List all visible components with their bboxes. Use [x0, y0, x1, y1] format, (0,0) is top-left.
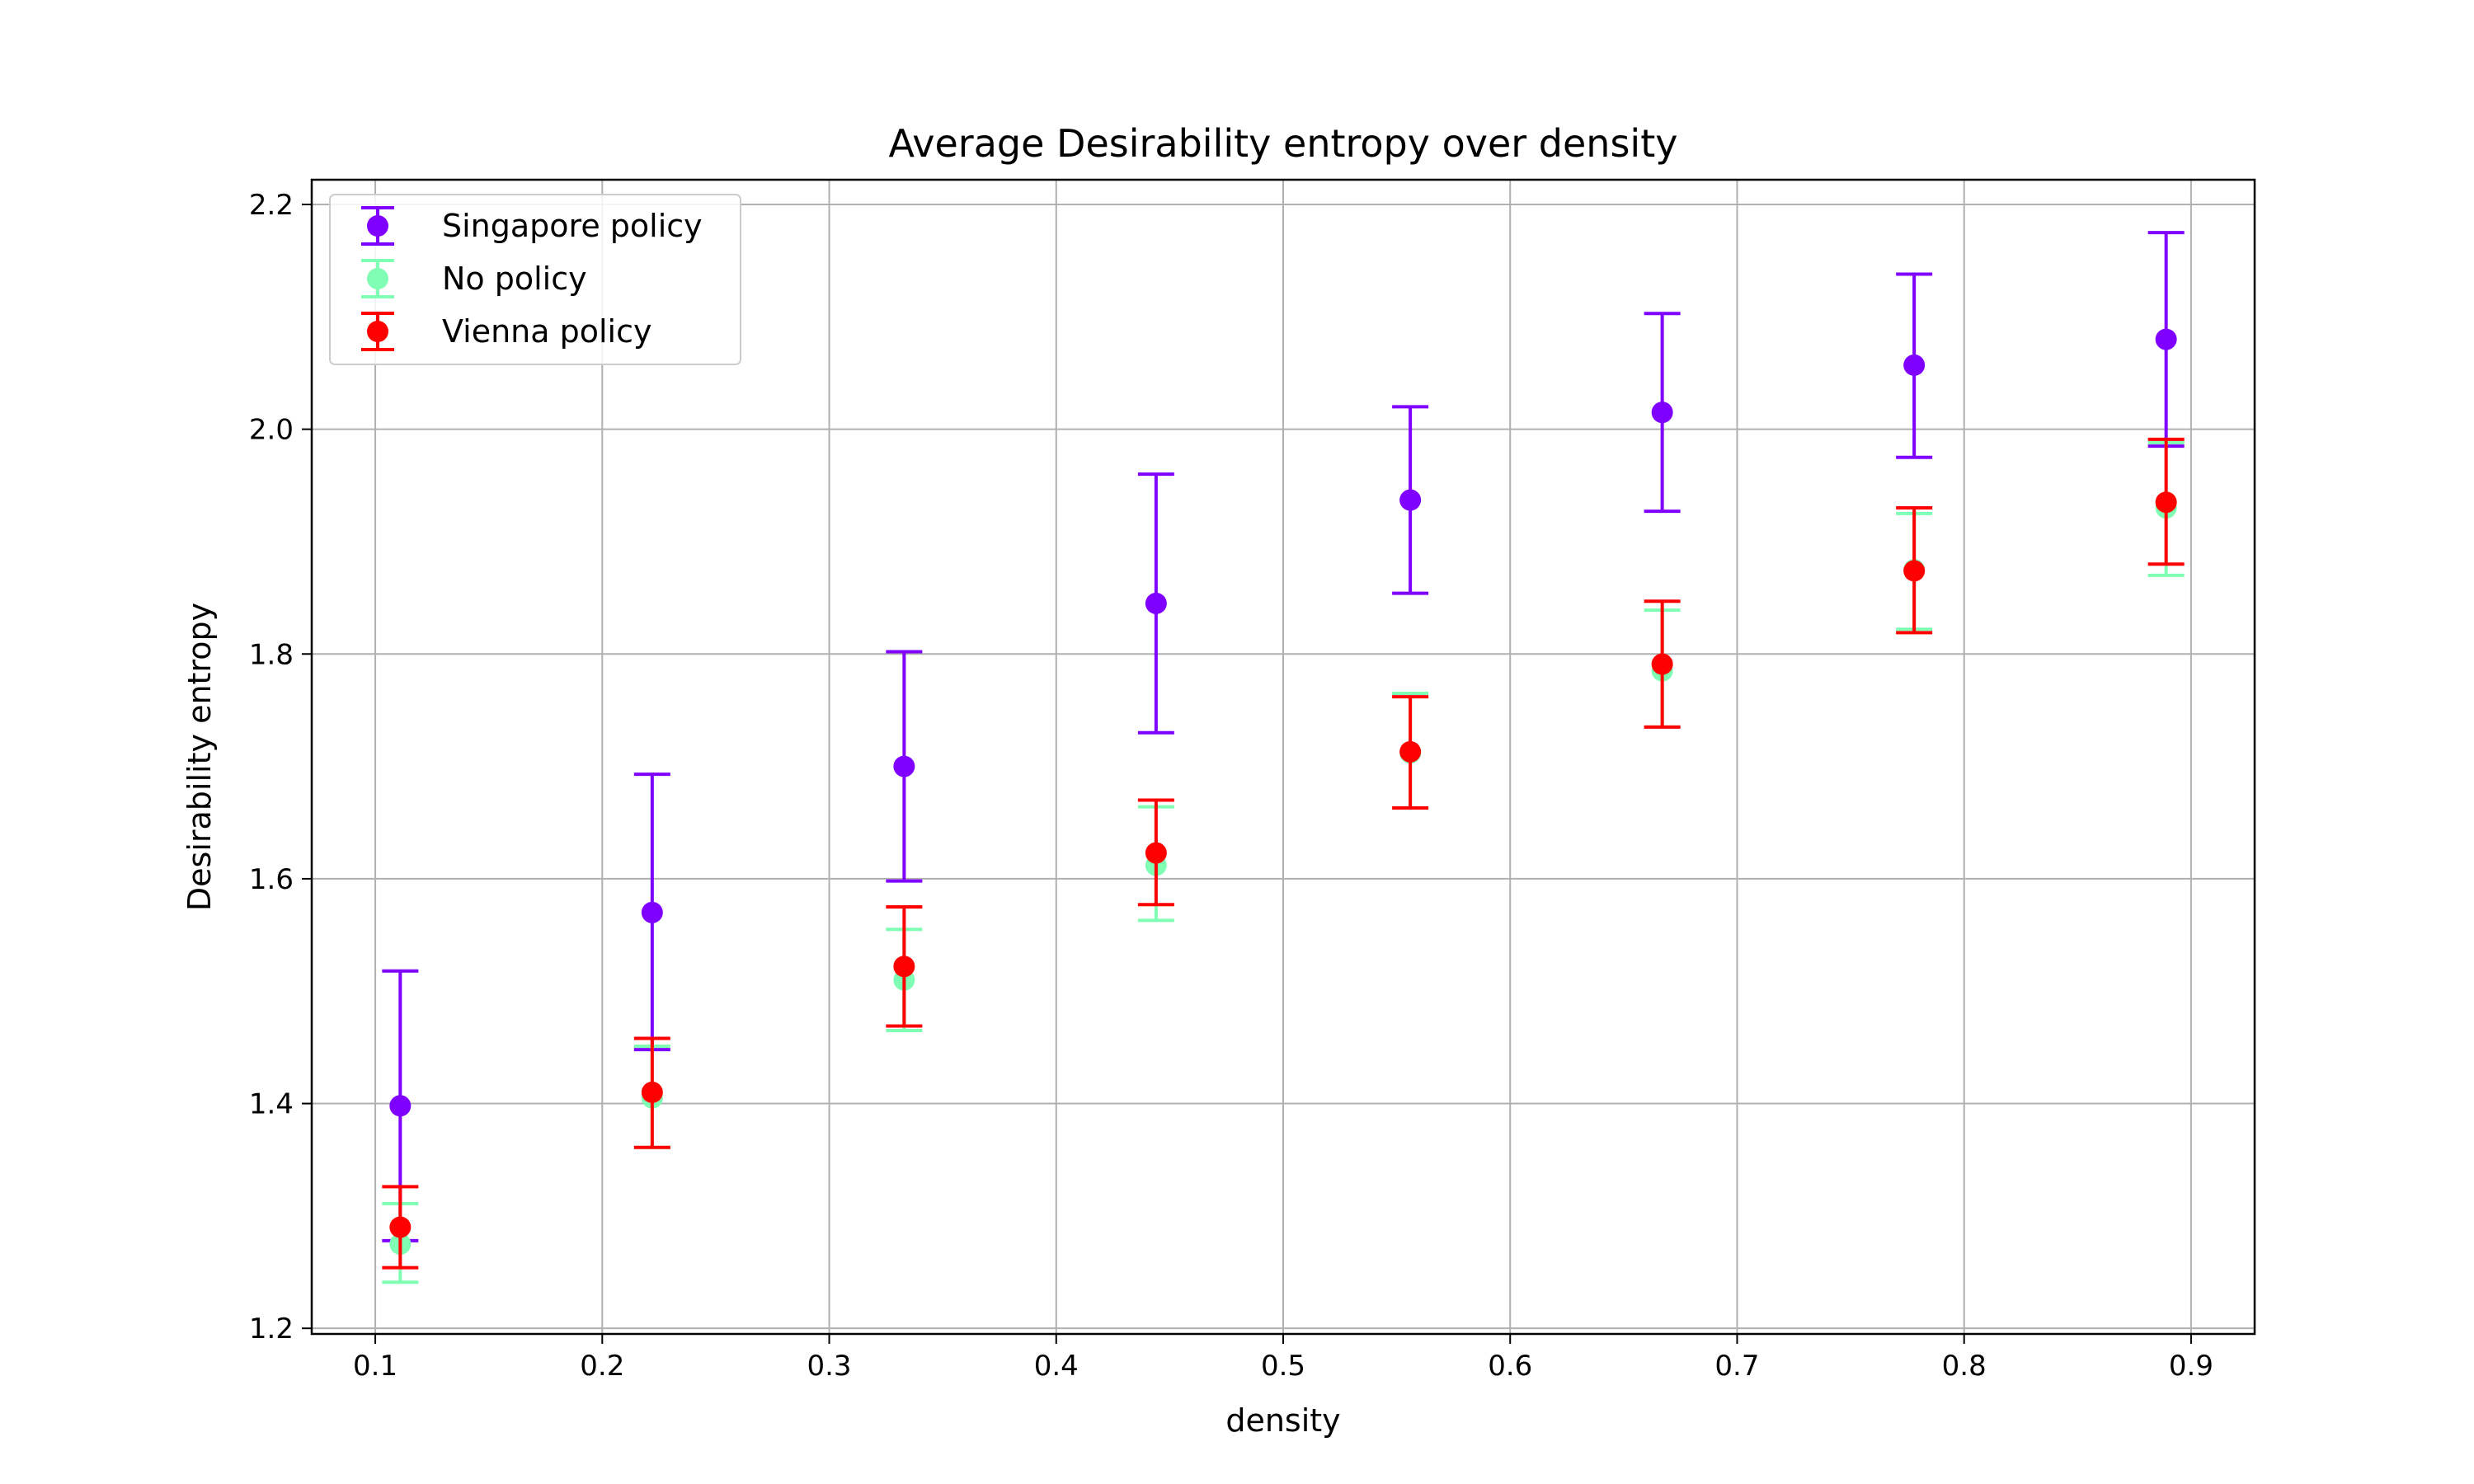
- data-point: [893, 755, 915, 777]
- legend-box: [329, 194, 741, 365]
- x-tick-label: 0.7: [1714, 1350, 1759, 1383]
- y-tick-label: 2.2: [249, 189, 294, 222]
- data-point: [641, 1081, 663, 1103]
- series-layer: [382, 231, 2185, 1284]
- y-tick-label: 2.0: [249, 414, 294, 447]
- data-point: [389, 1216, 412, 1238]
- y-tick-label: 1.4: [249, 1088, 294, 1121]
- data-point: [2155, 328, 2177, 350]
- legend-label: Vienna policy: [442, 313, 652, 350]
- data-point: [1145, 592, 1167, 614]
- y-tick-label: 1.8: [249, 638, 294, 671]
- x-tick-label: 0.1: [353, 1350, 397, 1383]
- x-tick-label: 0.6: [1488, 1350, 1532, 1383]
- legend-marker-dot: [367, 321, 388, 342]
- data-point: [893, 956, 915, 978]
- data-point: [1651, 653, 1673, 675]
- ticks: 0.1 0.2 0.3 0.4 0.5 0.6 0.7 0.8 0.9 1.2 1.4 1.6 1.8 2…: [249, 189, 2213, 1383]
- legend-label: No policy: [442, 261, 587, 297]
- data-point: [1903, 560, 1926, 582]
- x-axis-title: density: [1225, 1402, 1340, 1439]
- data-point: [1651, 402, 1673, 424]
- data-point: [389, 1095, 412, 1117]
- data-point: [1399, 489, 1422, 511]
- data-point: [1145, 842, 1167, 864]
- series-vienna-policy: [382, 437, 2185, 1270]
- data-point: [641, 901, 663, 923]
- legend: Singapore policy No policy Vienna policy: [329, 194, 741, 365]
- data-point: [1399, 740, 1422, 763]
- legend-label: Singapore policy: [442, 208, 703, 244]
- x-tick-label: 0.3: [807, 1350, 851, 1383]
- x-tick-label: 0.5: [1261, 1350, 1305, 1383]
- y-tick-label: 1.2: [249, 1313, 294, 1345]
- x-tick-label: 0.4: [1034, 1350, 1079, 1383]
- grid: [312, 180, 2255, 1334]
- x-tick-label: 0.9: [2169, 1350, 2213, 1383]
- chart-title: Average Desirability entropy over densit…: [889, 121, 1678, 166]
- data-point: [2155, 491, 2177, 514]
- x-tick-label: 0.2: [580, 1350, 624, 1383]
- legend-marker-dot: [367, 215, 388, 237]
- data-point: [1903, 354, 1926, 376]
- legend-marker-dot: [367, 268, 388, 289]
- y-axis-title: Desirability entropy: [181, 603, 218, 911]
- y-tick-label: 1.6: [249, 863, 294, 896]
- x-tick-label: 0.8: [1942, 1350, 1987, 1383]
